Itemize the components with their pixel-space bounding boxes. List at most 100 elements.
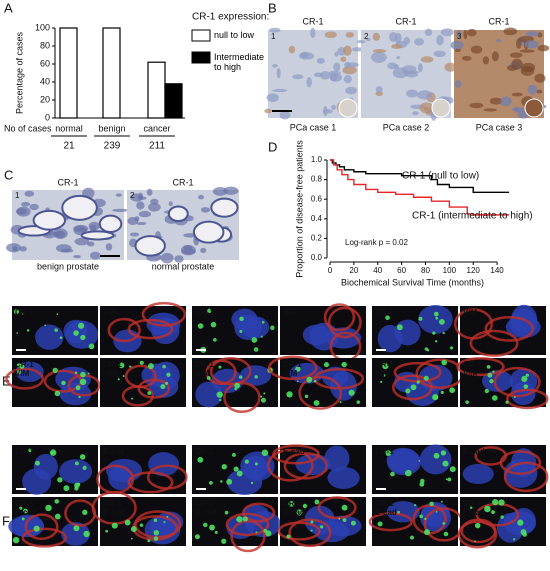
cr1-dot	[260, 395, 263, 398]
fluorescence-tile: VIM	[453, 304, 546, 357]
cr1-dot	[405, 388, 411, 394]
cr1-dot	[79, 378, 87, 386]
cr1-dot	[242, 516, 248, 522]
cell	[292, 74, 304, 80]
cr1-dot	[28, 448, 33, 453]
image-caption: benign prostate	[37, 261, 99, 271]
cr1-dot	[56, 313, 59, 315]
cr1-dot	[449, 466, 456, 473]
marker	[503, 461, 549, 493]
stain-label: CR-1	[302, 16, 323, 26]
cell	[525, 31, 539, 37]
cr1-dot	[442, 332, 445, 335]
micrograph	[6, 187, 129, 260]
bar	[147, 61, 166, 119]
cr1-dot	[19, 506, 23, 510]
y-tick-label: 1.0	[311, 155, 323, 164]
cr1-dot	[418, 460, 421, 462]
channel-label: CR-1	[15, 308, 34, 317]
channel-label: E-cad	[283, 508, 305, 517]
channel-label: CR-1	[195, 360, 214, 369]
cr1-dot	[441, 359, 448, 366]
cell	[482, 56, 490, 65]
legend-label: null to low	[214, 30, 255, 40]
nucleus	[324, 445, 350, 472]
cell	[345, 86, 357, 95]
cell	[55, 244, 72, 253]
cr1-dot	[418, 316, 423, 321]
channel-label: CR-1	[283, 499, 302, 508]
cell	[20, 201, 31, 207]
cr1-dot	[23, 508, 28, 514]
cell	[375, 91, 383, 97]
cell	[467, 28, 477, 37]
cell	[403, 36, 411, 45]
cell	[127, 216, 139, 226]
cr1-dot	[286, 534, 291, 539]
cell	[148, 202, 161, 212]
cell	[527, 84, 538, 95]
cell	[29, 203, 39, 211]
cell	[333, 62, 341, 72]
x-tick-label: normal	[55, 123, 83, 133]
cr1-dot	[486, 364, 491, 369]
cr1-dot	[492, 499, 499, 506]
cell	[180, 245, 196, 256]
cr1-dot	[49, 449, 57, 456]
channel-label: E-cad	[103, 508, 125, 517]
cr1-dot	[313, 400, 320, 406]
cr1-dot	[525, 373, 529, 377]
cr1-dot	[44, 324, 47, 327]
fluorescence-tile: CR-1E-cad	[91, 491, 186, 546]
cell	[343, 75, 352, 84]
cell	[509, 52, 523, 58]
cell	[491, 51, 499, 62]
cell	[401, 65, 417, 73]
marker	[323, 303, 356, 332]
nucleus	[321, 366, 349, 388]
marker	[267, 448, 314, 482]
fluorescence-tile: CR-1E-cad	[192, 497, 281, 553]
channel-label: CR-1	[103, 499, 122, 508]
nucleus	[302, 324, 331, 346]
image-number: 2	[130, 191, 135, 200]
cr1-dot	[17, 370, 22, 375]
cell	[461, 56, 472, 61]
cr1-dot	[449, 387, 456, 394]
cr1-dot	[445, 478, 448, 481]
annotation: Log-rank p = 0.02	[345, 238, 408, 247]
lumen	[61, 194, 98, 221]
cell	[269, 27, 281, 33]
marker	[327, 306, 362, 339]
cr1-dot	[213, 338, 217, 342]
cell	[417, 90, 433, 100]
marker	[21, 527, 68, 548]
cr1-dot	[218, 365, 222, 369]
nucleus	[419, 444, 452, 475]
channel-label: CR-1	[283, 360, 302, 369]
y-tick-label: 0.2	[311, 234, 323, 243]
cr1-dot	[432, 331, 436, 335]
cr1-dot	[219, 398, 222, 402]
cell	[372, 32, 380, 41]
count: 21	[63, 141, 75, 152]
cell	[73, 254, 81, 259]
cell	[483, 108, 497, 112]
cr1-dot	[521, 375, 528, 383]
cr1-dot	[310, 529, 313, 532]
panel-label: D	[268, 139, 277, 154]
cr1-dot	[206, 376, 211, 380]
cr1-dot	[323, 362, 330, 368]
marker	[124, 364, 157, 389]
cr1-dot	[286, 391, 293, 398]
nucleus	[61, 522, 90, 546]
stain-label: CR-1	[57, 177, 78, 187]
legend-swatch	[191, 51, 211, 64]
cr1-dot	[73, 330, 79, 336]
channel-label: CR-1	[15, 447, 34, 456]
lumen	[192, 220, 225, 244]
cr1-dot	[296, 380, 299, 383]
y-tick-label: 0.8	[311, 175, 323, 184]
cr1-dot	[442, 522, 446, 525]
cr1-dot	[505, 400, 509, 404]
